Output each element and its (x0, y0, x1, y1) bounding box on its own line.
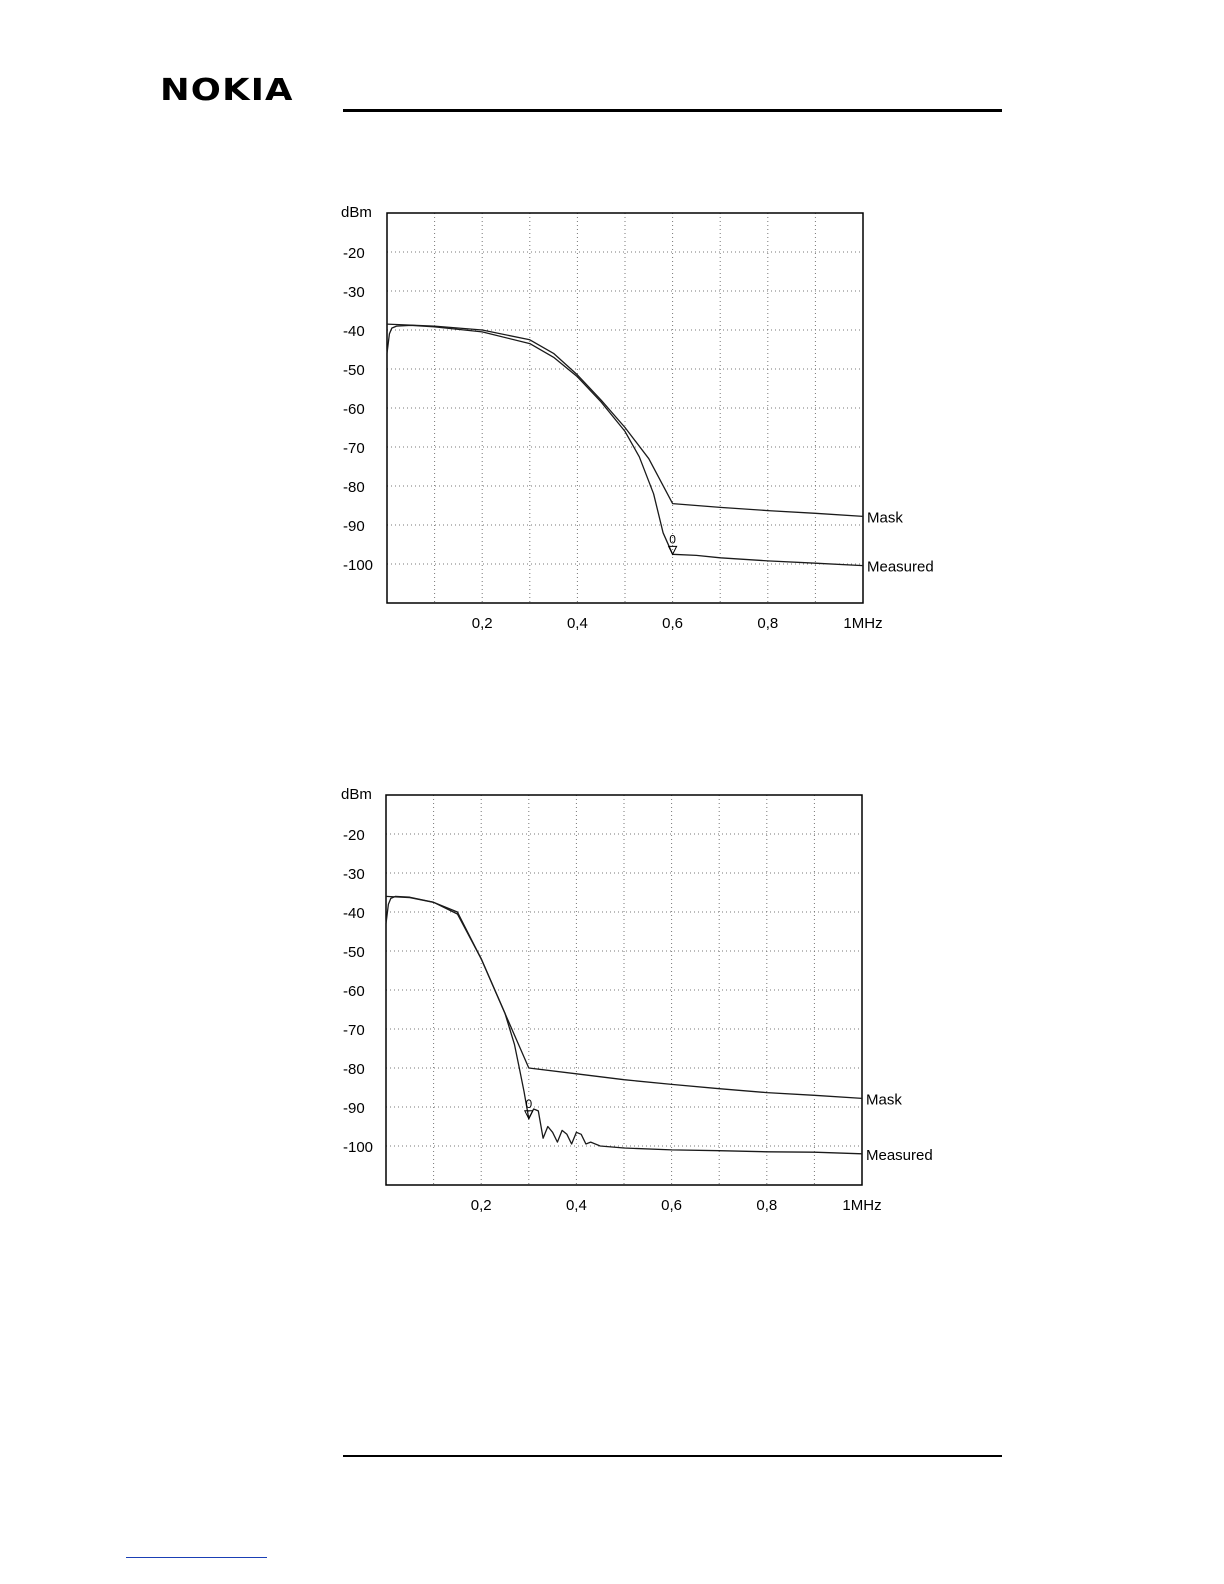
y-tick-label: -60 (343, 983, 365, 1000)
y-tick-label: -70 (343, 440, 365, 457)
x-tick-label: 1MHz (843, 615, 882, 632)
x-tick-label: 0,4 (567, 615, 588, 632)
y-tick-label: -50 (343, 944, 365, 961)
y-tick-label: -50 (343, 362, 365, 379)
series-line-measured (385, 895, 863, 1155)
marker-label: 0 (525, 1097, 532, 1111)
y-tick-label: -40 (343, 323, 365, 340)
header-rule (343, 109, 1002, 112)
plot-frame (386, 212, 864, 604)
y-tick-label: -90 (343, 1100, 365, 1117)
series-label-mask: Mask (867, 509, 903, 526)
y-tick-label: -90 (343, 518, 365, 535)
x-tick-label: 1MHz (842, 1197, 881, 1214)
y-tick-label: -100 (343, 1139, 373, 1156)
series-label-measured: Measured (866, 1147, 933, 1164)
y-tick-label: -30 (343, 284, 365, 301)
y-tick-label: -70 (343, 1022, 365, 1039)
y-tick-label: -30 (343, 866, 365, 883)
footer-rule (343, 1455, 1002, 1457)
y-tick-label: -60 (343, 401, 365, 418)
nokia-logo: NOKIA (160, 73, 294, 108)
series-line-mask (386, 323, 864, 518)
x-tick-label: 0,6 (662, 615, 683, 632)
chart-bottom: dBm -20 -30 -40 -50 -60 -70 -80 -90 -100 0,2 0,4 0,6… (341, 786, 933, 1214)
x-tick-label: 0,6 (661, 1197, 682, 1214)
x-tick-label: 0,4 (566, 1197, 587, 1214)
footer-link-underline (126, 1557, 267, 1558)
series-line-measured (386, 324, 864, 567)
chart-top: dBm -20 -30 -40 -50 -60 -70 -80 -90 -100 0,2 0,4 0,6… (341, 204, 934, 632)
y-tick-label: -100 (343, 557, 373, 574)
series-label-measured: Measured (867, 559, 934, 576)
marker-label: 0 (669, 532, 676, 546)
series-label-mask: Mask (866, 1091, 902, 1108)
x-tick-label: 0,8 (757, 615, 778, 632)
x-tick-label: 0,8 (756, 1197, 777, 1214)
plot-frame (385, 794, 863, 1186)
y-axis-label: dBm (341, 204, 372, 221)
y-axis-label: dBm (341, 786, 372, 803)
y-tick-label: -20 (343, 827, 365, 844)
x-tick-label: 0,2 (471, 1197, 492, 1214)
y-tick-label: -80 (343, 1061, 365, 1078)
y-tick-label: -80 (343, 479, 365, 496)
marker-triangle (523, 1110, 534, 1120)
marker-triangle (667, 545, 678, 556)
x-tick-label: 0,2 (472, 615, 493, 632)
y-tick-label: -20 (343, 245, 365, 262)
y-tick-label: -40 (343, 905, 365, 922)
